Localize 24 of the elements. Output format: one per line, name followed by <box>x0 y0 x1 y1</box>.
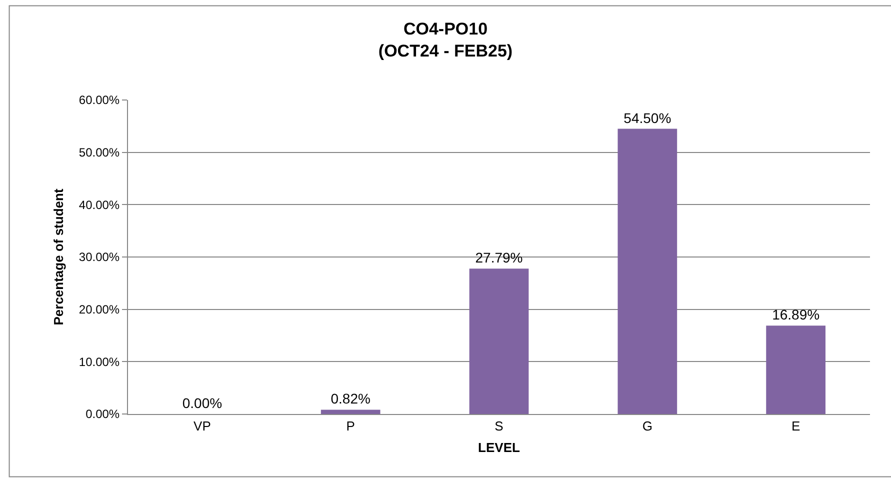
data-label: 54.50% <box>624 110 672 126</box>
y-tick-label: 10.00% <box>78 354 120 369</box>
y-tick-label: 50.00% <box>78 146 120 160</box>
bar <box>469 268 529 414</box>
data-label: 16.89% <box>772 306 820 323</box>
y-axis-title: Percentage of student <box>50 188 66 326</box>
bar <box>320 410 380 414</box>
y-tick-label: 0.00% <box>86 407 120 422</box>
bar <box>766 326 826 414</box>
x-tick-label: VP <box>194 418 211 434</box>
y-tick-label: 20.00% <box>78 302 120 317</box>
bar <box>618 128 678 414</box>
chart-title: CO4-PO10 (OCT24 - FEB25) <box>378 19 513 60</box>
data-label: 27.79% <box>475 250 523 266</box>
data-label: 0.00% <box>182 395 222 411</box>
x-tick-label: P <box>346 418 355 434</box>
x-tick-label: E <box>791 418 800 434</box>
x-tick-label: S <box>494 418 504 434</box>
y-tick-label: 30.00% <box>78 250 120 264</box>
data-label: 0.82% <box>330 390 370 407</box>
y-tick-label: 40.00% <box>78 198 120 212</box>
x-axis-title: LEVEL <box>478 440 520 456</box>
y-tick-label: 60.00% <box>78 93 120 108</box>
x-tick-label: G <box>642 418 652 434</box>
